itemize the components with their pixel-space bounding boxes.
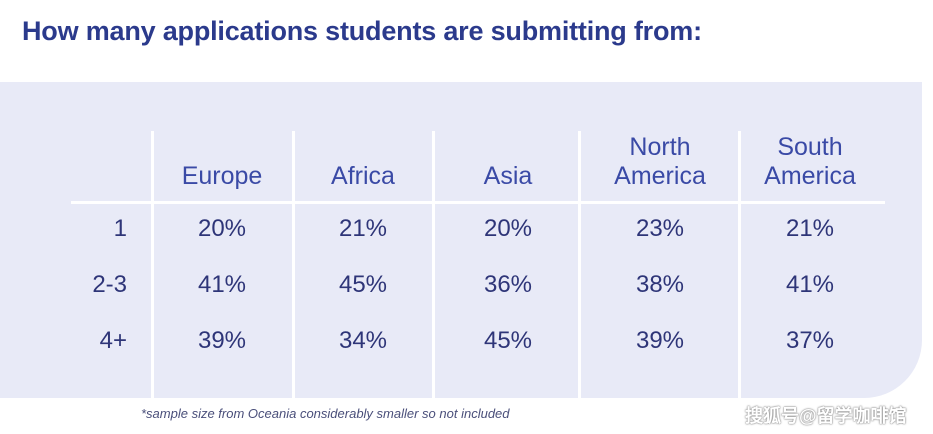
column-header: Asia: [483, 162, 533, 190]
footnote: *sample size from Oceania considerably s…: [141, 406, 510, 421]
table-cell: 37%: [785, 327, 835, 354]
column-header: America: [764, 162, 856, 190]
column-header: America: [614, 162, 706, 190]
table-cell: 21%: [785, 215, 835, 242]
header-divider: [71, 201, 885, 204]
table-cell: 41%: [785, 271, 835, 298]
table-cell: 34%: [338, 327, 388, 354]
row-label: 4+: [99, 327, 127, 354]
table-cell: 39%: [197, 327, 247, 354]
table-cell: 20%: [483, 215, 533, 242]
column-header: Europe: [181, 162, 263, 190]
table-cell: 20%: [197, 215, 247, 242]
table-cell: 41%: [197, 271, 247, 298]
column-divider: [738, 131, 741, 398]
row-label: 1: [113, 215, 127, 242]
chart-title: How many applications students are submi…: [22, 16, 702, 46]
column-header-line1: South: [777, 133, 843, 161]
table-cell: 36%: [483, 271, 533, 298]
table-cell: 21%: [338, 215, 388, 242]
row-label: 2-3: [92, 271, 127, 298]
column-divider: [578, 131, 581, 398]
column-divider: [292, 131, 295, 398]
column-header-line1: North: [629, 133, 691, 161]
watermark: 搜狐号@留学咖啡馆: [745, 406, 907, 426]
column-header: Africa: [331, 162, 395, 190]
table-cell: 38%: [635, 271, 685, 298]
column-divider: [151, 131, 154, 398]
column-divider: [432, 131, 435, 398]
table-cell: 45%: [483, 327, 533, 354]
table-cell: 45%: [338, 271, 388, 298]
table-cell: 39%: [635, 327, 685, 354]
table-cell: 23%: [635, 215, 685, 242]
